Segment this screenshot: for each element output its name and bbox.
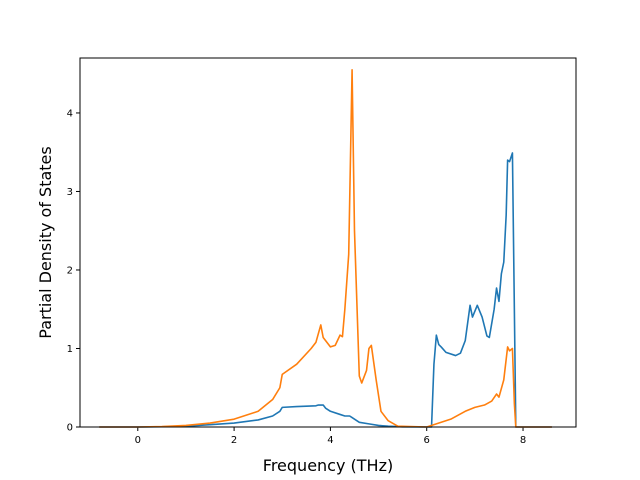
y-axis-label: Partial Density of States [36,146,55,338]
x-tick-label: 4 [327,435,333,446]
x-tick-label: 8 [520,435,526,446]
x-tick-label: 2 [231,435,237,446]
plot-frame [79,57,577,428]
ticks-layer: 0 2 4 6 8 0 1 2 3 4 [67,108,527,446]
series-line-1 [99,152,552,428]
series-line-2 [99,68,552,428]
x-axis-label: Frequency (THz) [263,456,393,475]
y-tick-label: 1 [67,344,73,355]
x-tick-label: 0 [135,435,141,446]
y-tick-label: 2 [67,265,73,276]
series-layer [99,68,552,428]
y-tick-label: 3 [67,187,73,198]
y-tick-label: 4 [67,108,73,119]
x-tick-label: 6 [424,435,430,446]
y-tick-label: 0 [67,423,73,434]
